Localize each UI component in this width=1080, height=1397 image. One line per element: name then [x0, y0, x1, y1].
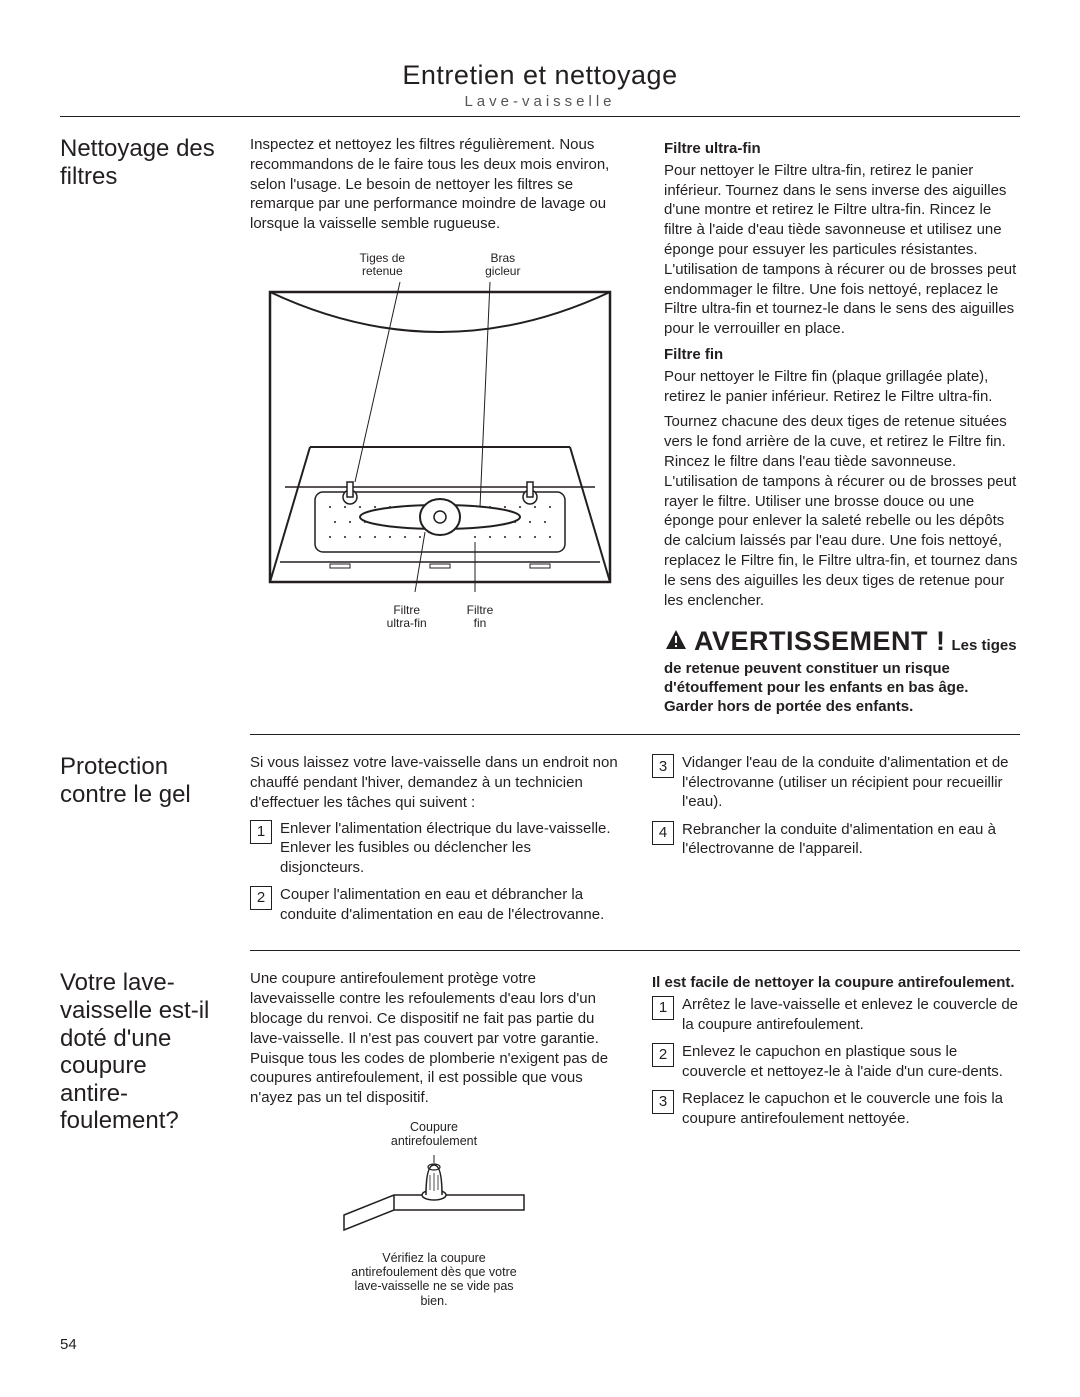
warning-top-line: AVERTISSEMENT ! Les tiges — [664, 624, 1020, 659]
step-1: 1 Enlever l'alimentation électrique du l… — [250, 819, 618, 878]
section-cleaning-filters: Nettoyage des filtres Inspectez et netto… — [60, 135, 1020, 716]
warning-word: AVERTISSEMENT ! — [694, 624, 946, 659]
page-subtitle: Lave-vaisselle — [60, 93, 1020, 110]
page-title: Entretien et nettoyage — [60, 60, 1020, 91]
airgap-step1-text: Arrêtez le lave-vaisselle et enlevez le … — [682, 995, 1020, 1034]
airgap-step-3: 3 Replacez le capuchon et le couvercle u… — [652, 1089, 1020, 1128]
warning-triangle-icon — [664, 628, 688, 652]
content-frost: Si vous laissez votre lave-vaisselle dan… — [250, 753, 1020, 932]
warning-block: AVERTISSEMENT ! Les tiges de retenue peu… — [664, 624, 1020, 716]
intro-frost: Si vous laissez votre lave-vaisselle dan… — [250, 753, 618, 812]
label-bras: Bras gicleur — [485, 252, 520, 278]
content-filters: Inspectez et nettoyez les filtres réguli… — [250, 135, 1020, 716]
airgap-numbox-2: 2 — [652, 1043, 674, 1067]
numbox-4: 4 — [652, 821, 674, 845]
body-ultrafin: Pour nettoyer le Filtre ultra-fin, retir… — [664, 161, 1020, 339]
label-filtre-fin: Filtre fin — [467, 604, 494, 630]
filter-diagram-svg — [250, 282, 630, 592]
col-left-frost: Si vous laissez votre lave-vaisselle dan… — [250, 753, 618, 932]
step3-text: Vidanger l'eau de la conduite d'alimenta… — [682, 753, 1020, 812]
airgap-top-label: Coupure antirefoulement — [250, 1120, 618, 1149]
warning-tail: Les tiges — [952, 636, 1017, 655]
figure-filter-diagram: Tiges de retenue Bras gicleur — [250, 252, 630, 631]
intro-airgap: Une coupure antirefoulement protège votr… — [250, 969, 618, 1108]
col-left-filters: Inspectez et nettoyez les filtres réguli… — [250, 135, 630, 716]
side-label-frost: Protection contre le gel — [60, 753, 220, 932]
page-header: Entretien et nettoyage Lave-vaisselle — [60, 60, 1020, 110]
airgap-numbox-1: 1 — [652, 996, 674, 1020]
col-right-frost: 3 Vidanger l'eau de la conduite d'alimen… — [652, 753, 1020, 932]
header-rule — [60, 116, 1020, 117]
airgap-step3-text: Replacez le capuchon et le couvercle une… — [682, 1089, 1020, 1128]
divider-2 — [250, 950, 1020, 951]
step-3: 3 Vidanger l'eau de la conduite d'alimen… — [652, 753, 1020, 812]
numbox-3: 3 — [652, 754, 674, 778]
col-right-airgap: Il est facile de nettoyer la coupure ant… — [652, 969, 1020, 1308]
page-number: 54 — [60, 1336, 77, 1353]
side-label-airgap: Votre lave-vaisselle est-il doté d'une c… — [60, 969, 220, 1308]
col-left-airgap: Une coupure antirefoulement protège votr… — [250, 969, 618, 1308]
airgap-step-1: 1 Arrêtez le lave-vaisselle et enlevez l… — [652, 995, 1020, 1034]
section-frost: Protection contre le gel Si vous laissez… — [60, 753, 1020, 932]
subhead-ultrafin: Filtre ultra-fin — [664, 139, 1020, 159]
numbox-2: 2 — [250, 886, 272, 910]
side-label-filters: Nettoyage des filtres — [60, 135, 220, 716]
airgap-bottom-label: Vérifiez la coupure antirefoulement dès … — [349, 1251, 519, 1309]
airgap-right-head: Il est facile de nettoyer la coupure ant… — [652, 973, 1020, 993]
step1-text: Enlever l'alimentation électrique du lav… — [280, 819, 618, 878]
airgap-svg — [334, 1155, 534, 1245]
divider-1 — [250, 734, 1020, 735]
page: Entretien et nettoyage Lave-vaisselle Ne… — [0, 0, 1080, 1397]
airgap-step2-text: Enlevez le capuchon en plastique sous le… — [682, 1042, 1020, 1081]
intro-filters: Inspectez et nettoyez les filtres réguli… — [250, 135, 630, 234]
body-fin-2: Tournez chacune des deux tiges de retenu… — [664, 412, 1020, 610]
figure-top-labels: Tiges de retenue Bras gicleur — [250, 252, 630, 278]
step2-text: Couper l'alimentation en eau et débranch… — [280, 885, 618, 924]
numbox-1: 1 — [250, 820, 272, 844]
subhead-fin: Filtre fin — [664, 345, 1020, 365]
content-airgap: Une coupure antirefoulement protège votr… — [250, 969, 1020, 1308]
airgap-numbox-3: 3 — [652, 1090, 674, 1114]
step4-text: Rebrancher la conduite d'alimentation en… — [682, 820, 1020, 859]
airgap-step-2: 2 Enlevez le capuchon en plastique sous … — [652, 1042, 1020, 1081]
figure-bottom-labels: Filtre ultra-fin Filtre fin — [250, 604, 630, 630]
figure-airgap: Coupure antirefoulement — [250, 1120, 618, 1308]
body-fin-1: Pour nettoyer le Filtre fin (plaque gril… — [664, 367, 1020, 407]
step-4: 4 Rebrancher la conduite d'alimentation … — [652, 820, 1020, 859]
section-airgap: Votre lave-vaisselle est-il doté d'une c… — [60, 969, 1020, 1308]
label-filtre-ultrafin: Filtre ultra-fin — [387, 604, 427, 630]
step-2: 2 Couper l'alimentation en eau et débran… — [250, 885, 618, 924]
label-tiges: Tiges de retenue — [360, 252, 406, 278]
col-right-filters: Filtre ultra-fin Pour nettoyer le Filtre… — [664, 135, 1020, 716]
warning-rest: de retenue peuvent constituer un risque … — [664, 659, 1020, 717]
